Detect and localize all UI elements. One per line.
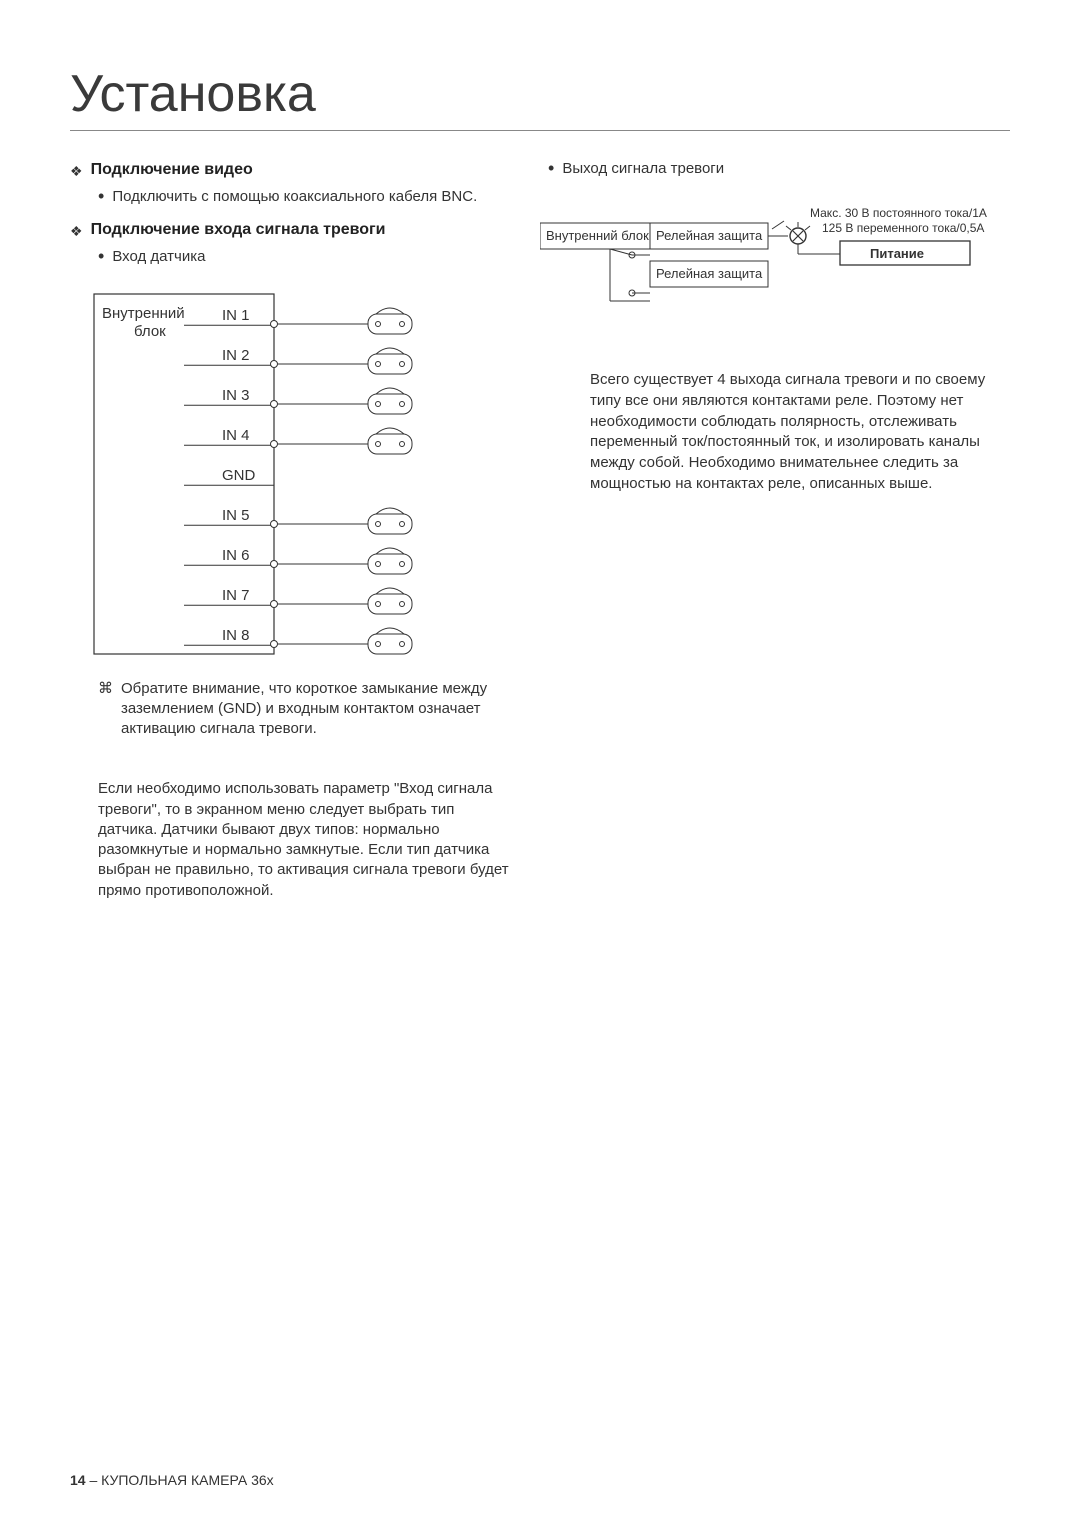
footer-label: – КУПОЛЬНАЯ КАМЕРА 36x bbox=[86, 1472, 274, 1488]
section-alarm-title: Подключение входа сигнала тревоги bbox=[91, 221, 386, 239]
svg-text:IN 5: IN 5 bbox=[222, 507, 250, 524]
svg-text:IN 7: IN 7 bbox=[222, 587, 250, 604]
left-column: ❖ Подключение видео • Подключить с помощ… bbox=[70, 159, 510, 901]
bullet-dot-icon: • bbox=[98, 247, 104, 267]
svg-text:GND: GND bbox=[222, 467, 256, 484]
bullet-video-text: Подключить с помощью коаксиального кабел… bbox=[112, 187, 477, 207]
svg-text:IN 3: IN 3 bbox=[222, 387, 250, 404]
bullet-dot-icon: • bbox=[98, 187, 104, 207]
page-number: 14 bbox=[70, 1472, 86, 1488]
right-column: • Выход сигнала тревоги Внутренний блок Р… bbox=[540, 159, 1010, 901]
svg-text:Макс. 30 В постоянного тока/1А: Макс. 30 В постоянного тока/1А bbox=[810, 206, 987, 220]
page-title: Установка bbox=[70, 64, 1010, 131]
svg-text:Внутренний блок: Внутренний блок bbox=[546, 228, 649, 243]
alarm-output-diagram: Внутренний блок Релейная защита Релейная з… bbox=[540, 205, 1010, 320]
svg-text:Внутренний: Внутренний bbox=[102, 305, 185, 322]
svg-text:125 В переменного тока/0,5А: 125 В переменного тока/0,5А bbox=[822, 221, 984, 235]
alarm-output-svg: Внутренний блок Релейная защита Релейная з… bbox=[540, 205, 1010, 315]
command-icon: ⌘ bbox=[98, 679, 113, 740]
relay-paragraph: Всего существует 4 выхода сигнала тревог… bbox=[590, 370, 1010, 494]
sensor-diagram-svg: Внутреннийблок IN 1 IN 2 IN 3 IN 4 GND IN 5 IN … bbox=[76, 286, 496, 656]
svg-text:IN 4: IN 4 bbox=[222, 427, 250, 444]
page-footer: 14 – КУПОЛЬНАЯ КАМЕРА 36x bbox=[70, 1472, 274, 1488]
svg-text:IN 2: IN 2 bbox=[222, 347, 250, 364]
bullet-sensor-text: Вход датчика bbox=[112, 247, 205, 267]
section-alarm-input: ❖ Подключение входа сигнала тревоги bbox=[70, 221, 510, 241]
bullet-video: • Подключить с помощью коаксиального каб… bbox=[98, 187, 510, 207]
sensor-type-paragraph: Если необходимо использовать параметр "В… bbox=[98, 779, 510, 901]
section-video-title: Подключение видео bbox=[91, 161, 253, 179]
svg-text:Питание: Питание bbox=[870, 246, 924, 261]
svg-text:IN 1: IN 1 bbox=[222, 307, 250, 324]
gnd-note-text: Обратите внимание, что короткое замыкани… bbox=[121, 679, 510, 740]
bullet-sensor-input: • Вход датчика bbox=[98, 247, 510, 267]
bullet-alarm-output-text: Выход сигнала тревоги bbox=[562, 159, 724, 179]
svg-text:Релейная защита: Релейная защита bbox=[656, 228, 763, 243]
svg-text:IN 8: IN 8 bbox=[222, 627, 250, 644]
svg-text:Релейная защита: Релейная защита bbox=[656, 266, 763, 281]
section-video-connect: ❖ Подключение видео bbox=[70, 161, 510, 181]
diamond-icon: ❖ bbox=[70, 221, 83, 241]
bullet-dot-icon: • bbox=[548, 159, 554, 179]
sensor-input-diagram: Внутреннийблок IN 1 IN 2 IN 3 IN 4 GND IN 5 IN … bbox=[76, 286, 510, 661]
bullet-alarm-output: • Выход сигнала тревоги bbox=[548, 159, 1010, 179]
svg-text:IN 6: IN 6 bbox=[222, 547, 250, 564]
diamond-icon: ❖ bbox=[70, 161, 83, 181]
svg-text:блок: блок bbox=[134, 323, 166, 340]
gnd-note: ⌘ Обратите внимание, что короткое замыка… bbox=[98, 679, 510, 740]
content-columns: ❖ Подключение видео • Подключить с помощ… bbox=[70, 159, 1010, 901]
